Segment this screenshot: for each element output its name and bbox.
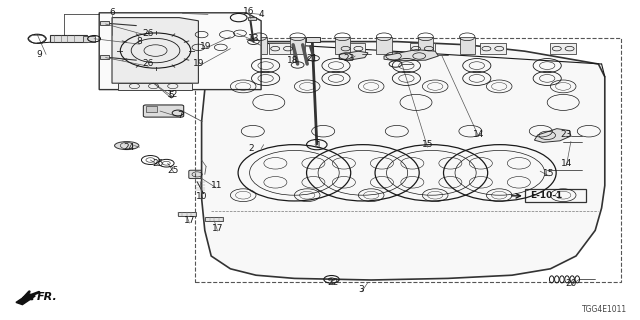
Text: 14: 14	[561, 159, 572, 168]
Polygon shape	[480, 43, 506, 54]
Text: 14: 14	[473, 130, 484, 139]
Text: 11: 11	[211, 181, 222, 190]
Polygon shape	[248, 17, 256, 20]
Polygon shape	[252, 37, 267, 54]
Text: 26: 26	[143, 29, 154, 38]
Text: TGG4E1011: TGG4E1011	[582, 305, 627, 314]
Text: 1: 1	[316, 141, 321, 150]
Polygon shape	[335, 37, 350, 54]
Text: 6: 6	[109, 8, 115, 17]
Text: 10: 10	[196, 192, 207, 201]
Text: 16: 16	[243, 7, 254, 16]
Polygon shape	[269, 43, 294, 54]
Polygon shape	[146, 106, 157, 112]
Polygon shape	[99, 13, 261, 90]
Polygon shape	[205, 217, 223, 221]
FancyBboxPatch shape	[188, 42, 232, 53]
Text: 17: 17	[184, 216, 195, 225]
Text: 17: 17	[212, 224, 223, 233]
Text: 24: 24	[124, 143, 135, 152]
Text: 9: 9	[37, 50, 42, 59]
Text: 8: 8	[137, 37, 142, 46]
Text: 25: 25	[152, 159, 164, 168]
Polygon shape	[339, 51, 368, 60]
Polygon shape	[531, 167, 547, 175]
Text: 13: 13	[248, 34, 260, 43]
Polygon shape	[460, 37, 475, 54]
Text: 19: 19	[200, 42, 212, 51]
FancyBboxPatch shape	[227, 28, 257, 39]
Text: 20: 20	[565, 279, 577, 288]
Text: 19: 19	[193, 60, 204, 68]
Polygon shape	[410, 43, 435, 54]
Text: 2: 2	[249, 144, 254, 153]
Text: 23: 23	[561, 130, 572, 139]
FancyBboxPatch shape	[189, 170, 212, 179]
Text: 3: 3	[359, 285, 364, 294]
Text: 5: 5	[169, 92, 174, 100]
Polygon shape	[16, 294, 35, 305]
Polygon shape	[384, 50, 438, 61]
Text: 25: 25	[167, 166, 179, 175]
Polygon shape	[178, 212, 196, 216]
FancyBboxPatch shape	[113, 75, 194, 84]
Polygon shape	[100, 21, 109, 25]
Polygon shape	[534, 129, 571, 142]
FancyBboxPatch shape	[143, 105, 184, 117]
Text: 18: 18	[287, 56, 299, 65]
Text: FR.: FR.	[37, 292, 58, 302]
Text: E-10-1: E-10-1	[530, 191, 562, 200]
Text: 26: 26	[143, 60, 154, 68]
Text: 15: 15	[422, 140, 433, 149]
Polygon shape	[418, 37, 433, 54]
Text: 7: 7	[178, 111, 183, 120]
Ellipse shape	[115, 141, 139, 149]
Polygon shape	[290, 37, 305, 54]
Text: 22: 22	[327, 278, 339, 287]
Polygon shape	[50, 35, 87, 42]
Polygon shape	[550, 43, 576, 54]
Text: 12: 12	[167, 90, 179, 99]
Polygon shape	[118, 83, 192, 90]
Polygon shape	[339, 43, 365, 54]
FancyBboxPatch shape	[192, 28, 240, 41]
Polygon shape	[376, 37, 392, 54]
Polygon shape	[112, 18, 198, 83]
Text: 21: 21	[307, 54, 318, 63]
Polygon shape	[100, 55, 109, 59]
Text: 4: 4	[259, 10, 264, 19]
Polygon shape	[306, 37, 320, 42]
Text: 23: 23	[343, 54, 355, 63]
Polygon shape	[202, 42, 605, 280]
Polygon shape	[83, 36, 95, 42]
Text: 15: 15	[543, 169, 555, 178]
